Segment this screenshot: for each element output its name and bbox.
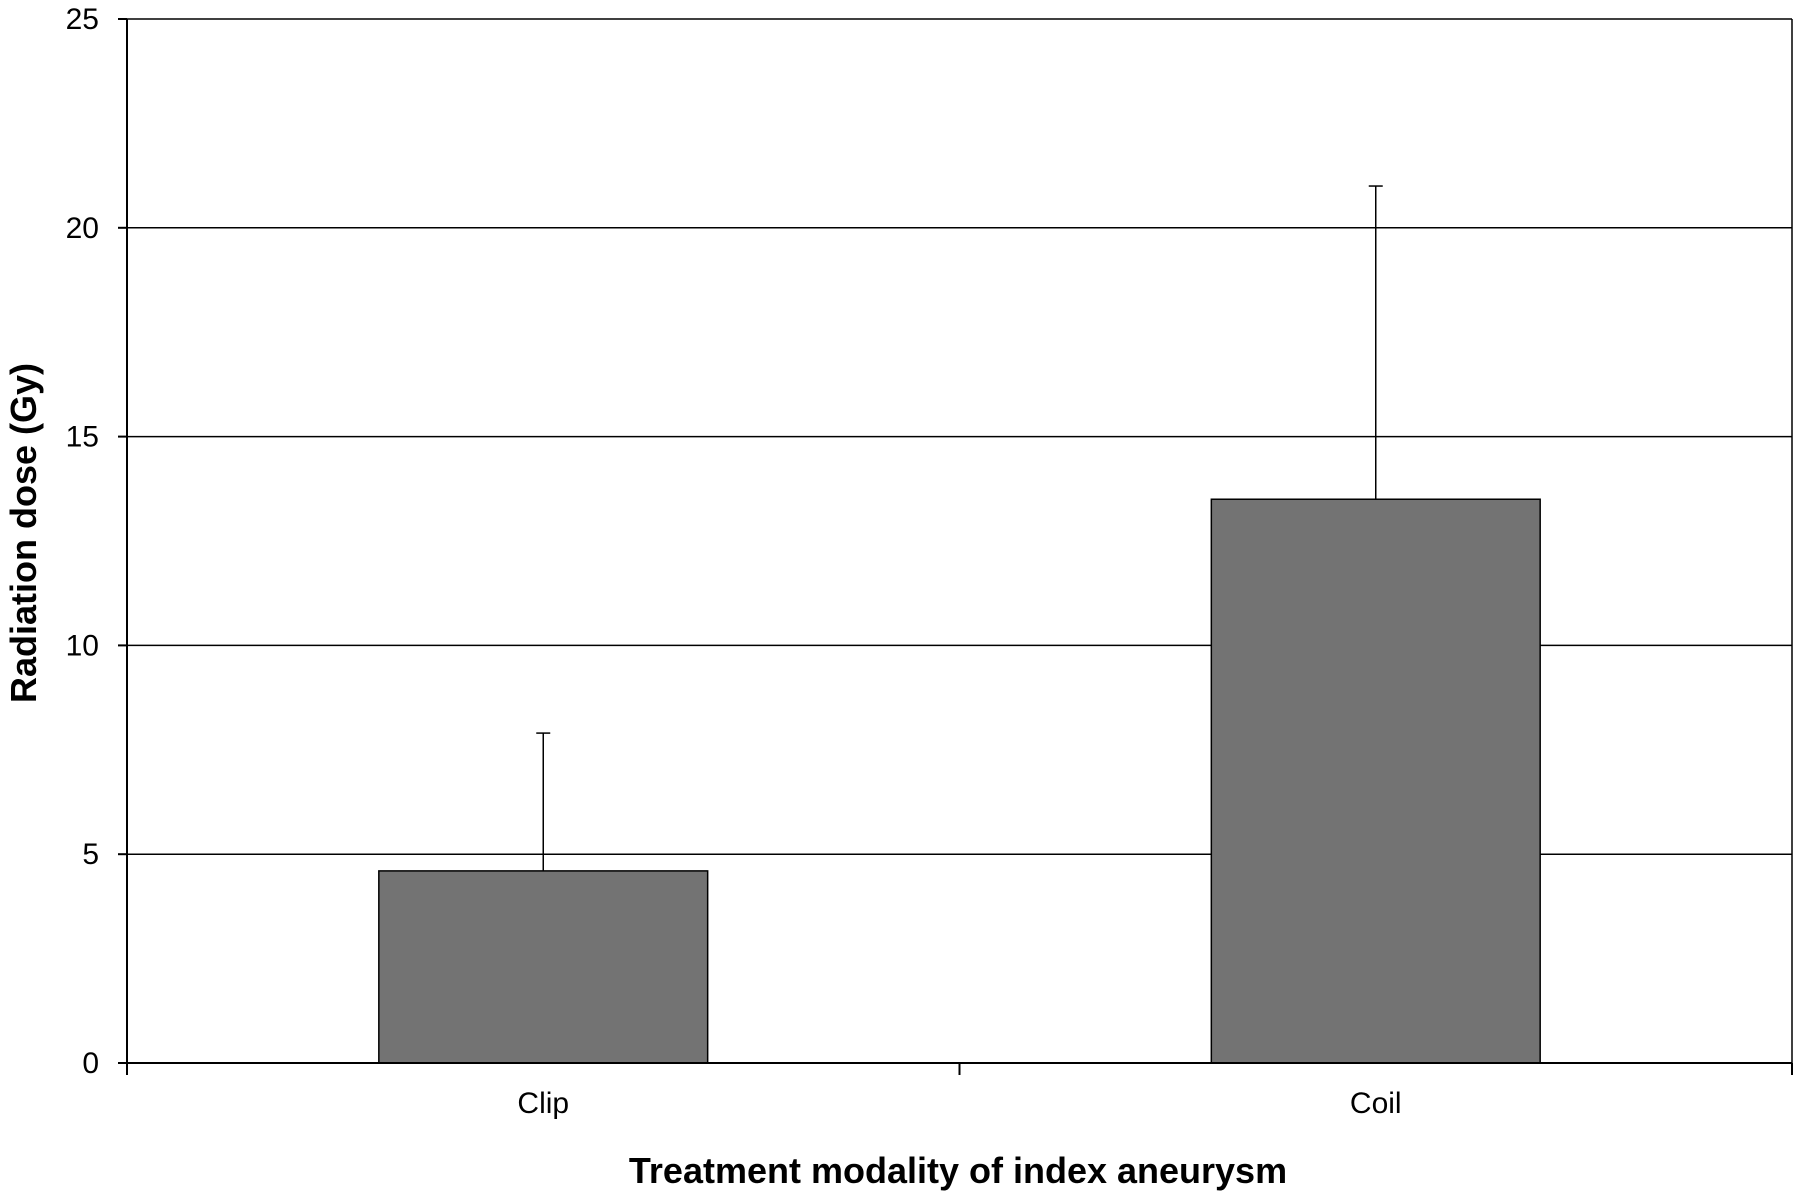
y-tick-label: 5 [82,838,99,871]
bar-coil [1210,498,1541,1064]
y-tick-labels: 0 5 10 15 20 25 [66,3,99,1080]
y-tick-label: 10 [66,629,99,662]
x-axis-title: Treatment modality of index aneurysm [629,1150,1287,1191]
error-bars [536,185,1383,871]
y-tick-label: 20 [66,212,99,245]
y-tick-label: 15 [66,421,99,454]
y-axis-title: Radiation dose (Gy) [3,363,44,703]
x-tick-labels: Clip Coil [517,1087,1401,1120]
y-tick-label: 25 [66,3,99,36]
bars [378,498,1541,1064]
axes [118,18,1793,1075]
x-tick-label: Coil [1350,1087,1402,1120]
y-tick-label: 0 [82,1047,99,1080]
bar-clip [378,870,709,1064]
x-tick-label: Clip [517,1087,569,1120]
plot-frame [127,18,1793,1063]
